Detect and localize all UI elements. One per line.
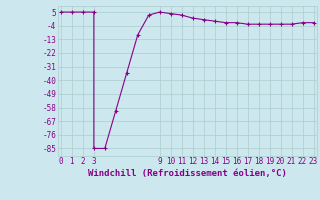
- X-axis label: Windchill (Refroidissement éolien,°C): Windchill (Refroidissement éolien,°C): [88, 169, 287, 178]
